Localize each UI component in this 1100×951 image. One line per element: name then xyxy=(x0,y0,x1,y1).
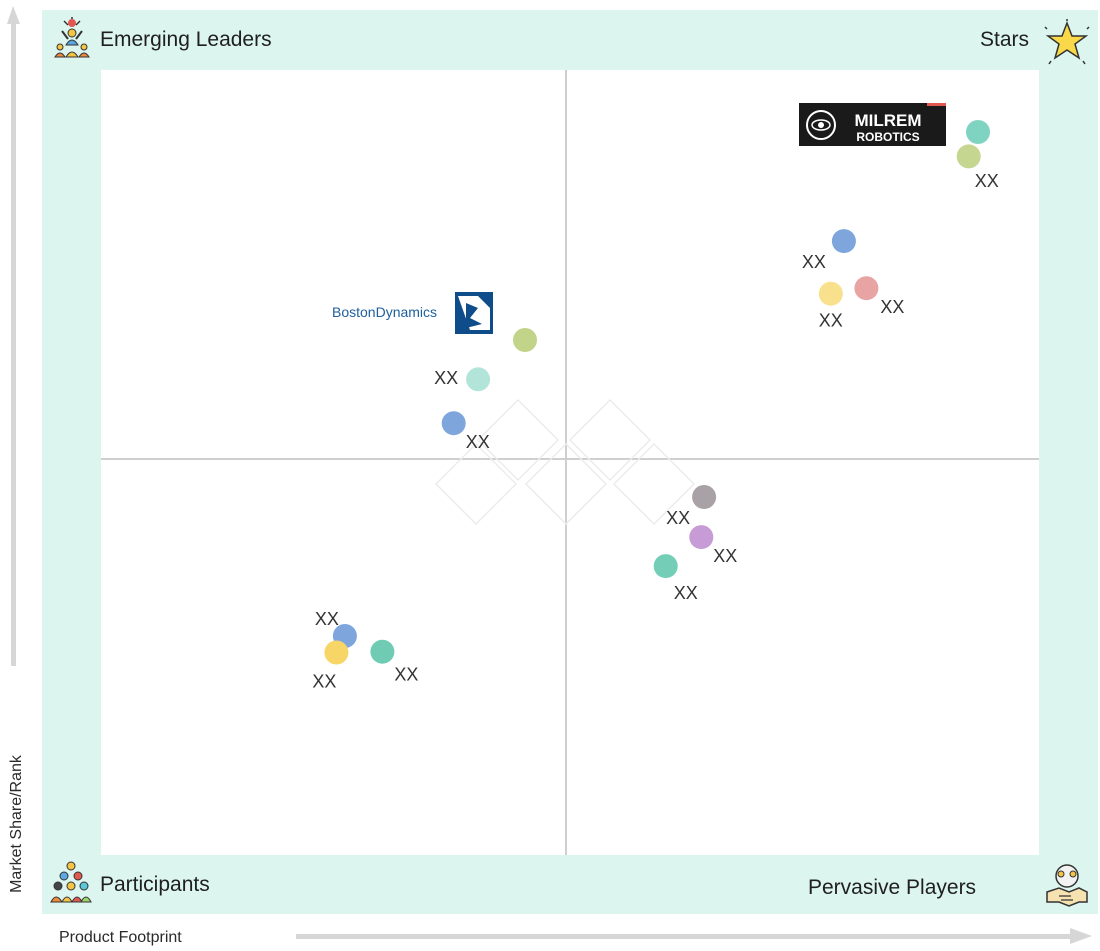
data-point-label-4: XX xyxy=(880,297,904,317)
y-axis-arrow xyxy=(7,6,20,666)
x-axis-arrow xyxy=(296,928,1092,944)
star-icon xyxy=(1044,19,1090,65)
data-point-label-7: XX xyxy=(434,368,458,388)
data-point-label-2: XX xyxy=(975,171,999,191)
emerging-leaders-icon xyxy=(54,17,90,58)
participants-icon xyxy=(50,861,92,903)
data-point-label-8: XX xyxy=(466,432,490,452)
milrem-robotics-logo: MILREM ROBOTICS xyxy=(799,103,946,146)
data-point-8 xyxy=(441,411,466,436)
data-point-2 xyxy=(956,144,981,169)
boston-dynamics-logo: BostonDynamics xyxy=(332,292,493,334)
data-point-1 xyxy=(966,120,990,144)
data-point-6 xyxy=(513,328,537,352)
data-point-3 xyxy=(831,229,856,254)
watermark-diamonds xyxy=(434,398,696,526)
handshake-icon xyxy=(1046,864,1088,907)
plot-area xyxy=(101,70,1039,855)
data-point-label-13: XX xyxy=(312,671,336,691)
quadrant-label-bottom-right: Pervasive Players xyxy=(808,876,977,899)
data-point-label-11: XX xyxy=(674,583,698,603)
quadrant-label-top-left: Emerging Leaders xyxy=(100,28,272,51)
data-point-9 xyxy=(692,485,717,509)
quadrant-label-bottom-left: Participants xyxy=(100,873,210,896)
data-point-label-3: XX xyxy=(802,252,826,272)
boston-dynamics-wordmark: BostonDynamics xyxy=(332,304,437,320)
data-point-5 xyxy=(818,281,843,306)
milrem-logo-line1: MILREM xyxy=(854,111,921,130)
data-point-label-9: XX xyxy=(666,508,690,528)
milrem-logo-line2: ROBOTICS xyxy=(856,130,919,144)
data-point-label-12: XX xyxy=(315,609,339,629)
data-points: XX XX XX XX XX XX XX XX XX XX XX XX xyxy=(312,120,999,691)
data-point-label-10: XX xyxy=(713,546,737,566)
data-point-14 xyxy=(370,639,395,664)
data-point-11 xyxy=(653,554,678,579)
x-axis-title: Product Footprint xyxy=(59,929,182,946)
data-point-4 xyxy=(854,276,879,301)
data-point-label-14: XX xyxy=(394,664,418,684)
quadrant-label-top-right: Stars xyxy=(980,28,1030,51)
data-point-13 xyxy=(324,640,349,665)
data-point-label-5: XX xyxy=(819,310,843,330)
data-point-10 xyxy=(689,525,714,550)
data-point-7 xyxy=(466,367,491,392)
